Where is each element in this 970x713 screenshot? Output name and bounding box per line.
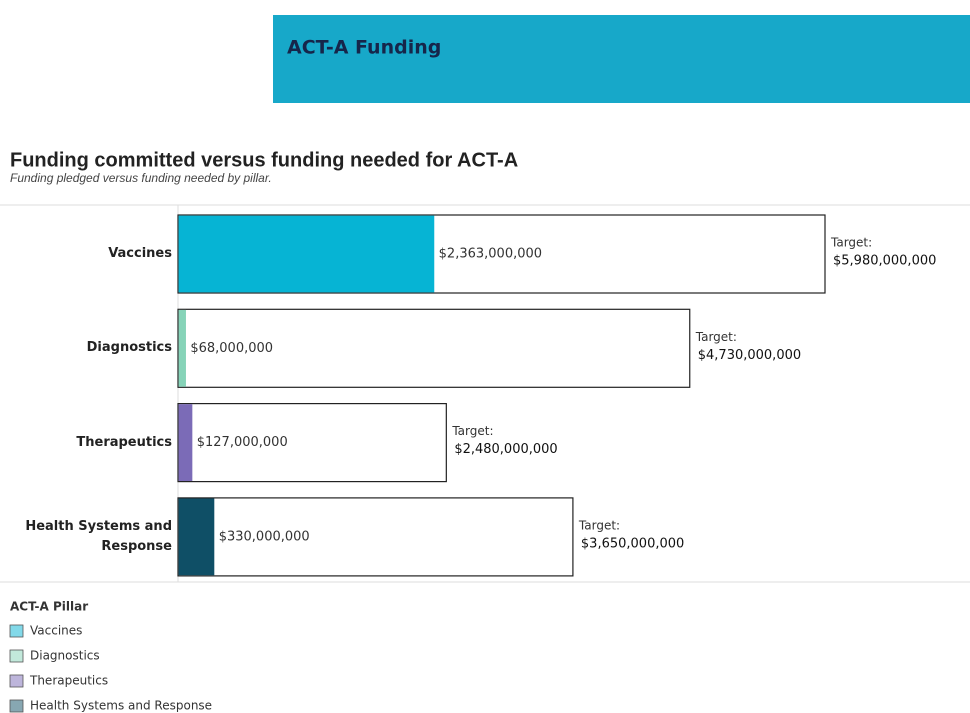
category-label: Therapeutics — [76, 434, 172, 450]
value-label: $127,000,000 — [197, 435, 288, 450]
category-label-box: Therapeutics — [76, 434, 172, 450]
target-bar — [177, 403, 447, 483]
target-bar — [177, 308, 691, 388]
committed-bar — [178, 215, 435, 293]
legend-label: Therapeutics — [29, 674, 108, 688]
target-value-label: $2,480,000,000 — [454, 442, 557, 457]
target-label: Target: — [451, 424, 493, 438]
target-value-label: $3,650,000,000 — [581, 536, 684, 551]
target-label: Target: — [830, 236, 872, 250]
category-label-box: Vaccines — [108, 246, 172, 261]
committed-bar — [178, 309, 186, 387]
target-bar — [177, 497, 574, 577]
target-value-label: $4,730,000,000 — [698, 348, 801, 363]
legend-label: Health Systems and Response — [30, 699, 212, 713]
chart-subtitle: Funding pledged versus funding needed by… — [10, 171, 272, 185]
value-label: $330,000,000 — [219, 529, 310, 544]
committed-bar — [178, 404, 193, 481]
target-label: Target: — [695, 330, 737, 344]
legend-swatch — [9, 624, 24, 638]
chart-title: Funding committed versus funding needed … — [10, 149, 518, 171]
legend-swatch — [9, 649, 24, 663]
category-label: Diagnostics — [86, 340, 172, 356]
legend-swatch — [9, 699, 24, 713]
category-label-box: Diagnostics — [86, 340, 172, 356]
value-label: $2,363,000,000 — [439, 247, 542, 262]
header-bar — [273, 15, 970, 103]
category-label: Health Systems and Response — [25, 518, 172, 554]
target-value-label: $5,980,000,000 — [833, 254, 936, 269]
header-title: ACT-A Funding — [287, 37, 441, 59]
category-label-box: Health Systems and Response — [25, 518, 172, 554]
committed-bar — [178, 498, 215, 576]
legend-label: Vaccines — [30, 624, 82, 638]
legend-swatch — [9, 674, 24, 688]
legend-title: ACT-A Pillar — [10, 600, 88, 614]
legend-label: Diagnostics — [30, 649, 100, 663]
value-label: $68,000,000 — [190, 341, 273, 356]
target-label: Target: — [578, 518, 620, 532]
category-label: Vaccines — [108, 246, 172, 261]
